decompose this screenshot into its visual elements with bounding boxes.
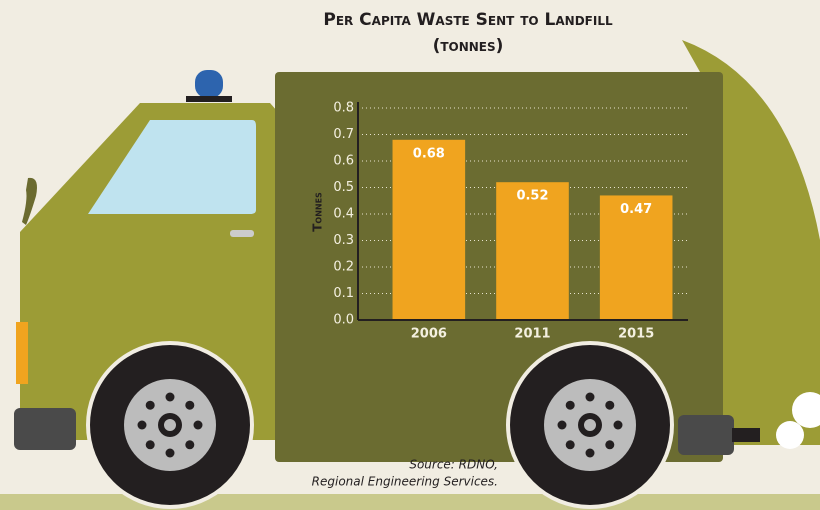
- exhaust: [732, 428, 760, 442]
- beacon-base: [186, 96, 232, 102]
- lug: [165, 392, 175, 402]
- bumper: [14, 408, 76, 450]
- y-tick-label: 0.4: [333, 207, 354, 222]
- smoke: [792, 392, 820, 428]
- y-tick-label: 0.0: [333, 313, 354, 328]
- bar: [599, 195, 673, 320]
- source: Regional Engineering Services.: [312, 475, 498, 489]
- value-label: 0.47: [620, 202, 652, 217]
- x-tick-label: 2015: [618, 327, 654, 342]
- lug: [137, 420, 147, 430]
- chart-subtitle: (tonnes): [433, 36, 504, 56]
- source: Source: RDNO,: [409, 458, 498, 472]
- lug: [185, 440, 195, 450]
- x-tick-label: 2011: [514, 327, 550, 342]
- lug: [565, 440, 575, 450]
- y-tick-label: 0.3: [333, 233, 354, 248]
- bar: [496, 182, 569, 320]
- chart-title: Per Capita Waste Sent to Landfill: [323, 10, 613, 30]
- ground: [0, 494, 820, 510]
- lug: [557, 420, 567, 430]
- lug: [185, 400, 195, 410]
- x-tick-label: 2006: [411, 327, 447, 342]
- mirror: [22, 177, 37, 225]
- rear-bumper: [678, 415, 734, 455]
- lug: [613, 420, 623, 430]
- lug: [605, 440, 615, 450]
- y-tick-label: 0.5: [333, 180, 354, 195]
- bar: [392, 139, 466, 320]
- y-tick-label: 0.6: [333, 154, 354, 169]
- value-label: 0.52: [516, 189, 548, 204]
- lug: [565, 400, 575, 410]
- lug-nuts: [137, 392, 623, 458]
- smoke: [776, 421, 804, 449]
- lug: [605, 400, 615, 410]
- lug: [193, 420, 203, 430]
- wheel: [86, 341, 254, 509]
- lug: [145, 400, 155, 410]
- headlight: [16, 322, 28, 384]
- lug: [585, 392, 595, 402]
- beacon: [195, 70, 223, 98]
- y-axis-label: Tonnes: [311, 192, 325, 232]
- door-handle: [230, 230, 254, 237]
- lug: [165, 448, 175, 458]
- y-tick-label: 0.2: [333, 260, 354, 275]
- lug: [585, 448, 595, 458]
- y-tick-label: 0.1: [333, 286, 354, 301]
- value-label: 0.68: [413, 146, 445, 161]
- y-tick-label: 0.8: [333, 101, 354, 116]
- lug: [145, 440, 155, 450]
- wheel: [506, 341, 674, 509]
- y-tick-label: 0.7: [333, 127, 354, 142]
- window: [88, 120, 256, 214]
